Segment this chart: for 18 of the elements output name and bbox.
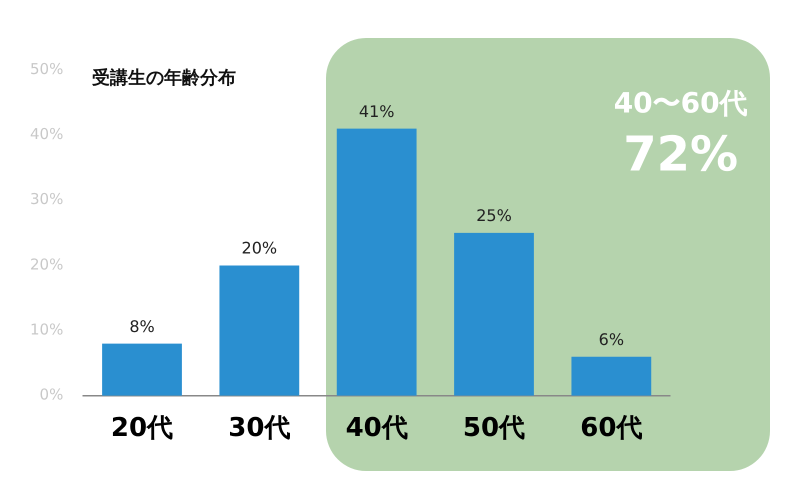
- band-label: 40〜60代: [614, 86, 748, 120]
- data-label: 41%: [358, 102, 394, 121]
- bar: [336, 128, 417, 396]
- bar: [454, 232, 534, 396]
- x-tick-label: 20代: [110, 413, 174, 444]
- chart-title: 受講生の年齢分布: [92, 68, 236, 89]
- data-label: 20%: [242, 238, 278, 258]
- x-tick-label: 50代: [462, 413, 526, 444]
- bar: [219, 265, 300, 396]
- data-label: 6%: [598, 330, 624, 349]
- x-tick-label: 40代: [346, 413, 408, 444]
- data-label: 8%: [129, 316, 155, 336]
- bar: [102, 344, 182, 396]
- bar: [571, 356, 652, 396]
- annotation: 72%: [623, 126, 738, 182]
- data-label: 25%: [476, 206, 512, 226]
- x-tick-label: 30代: [228, 413, 290, 444]
- x-tick-label: 60代: [580, 413, 642, 444]
